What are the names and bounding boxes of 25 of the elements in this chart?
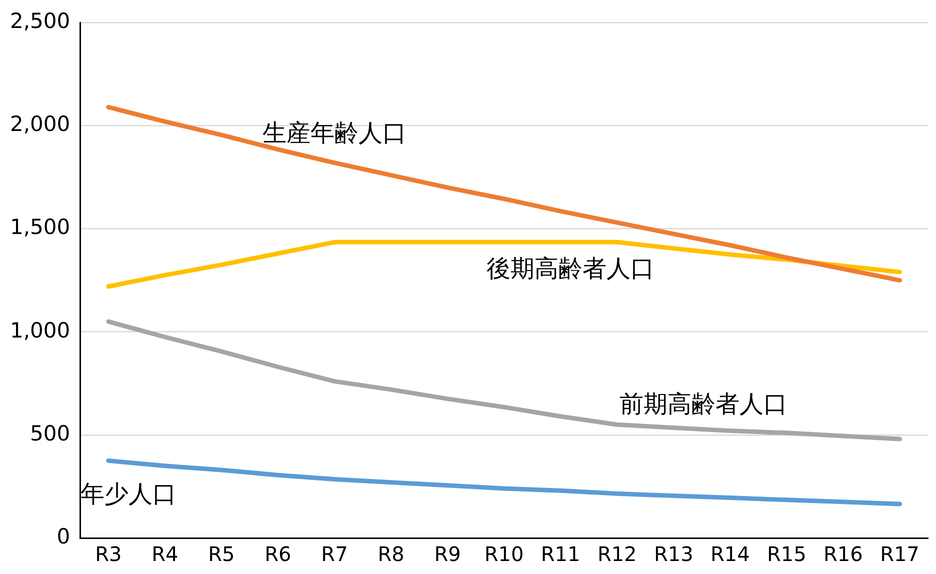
x-tick-label: R11	[540, 542, 580, 566]
series-label: 後期高齢者人口	[486, 254, 655, 282]
x-tick-label: R17	[880, 542, 920, 566]
x-tick-label: R10	[484, 542, 524, 566]
x-tick-label: R6	[264, 542, 292, 566]
y-tick-label: 1,000	[10, 318, 70, 342]
x-tick-label: R7	[321, 542, 348, 566]
series-label: 前期高齢者人口	[620, 390, 788, 418]
x-tick-label: R9	[434, 542, 461, 566]
x-tick-label: R12	[597, 542, 637, 566]
series-label: 年少人口	[80, 480, 176, 508]
y-tick-label: 2,500	[10, 9, 70, 34]
x-tick-label: R8	[378, 542, 404, 566]
x-tick-label: R5	[208, 542, 235, 566]
x-tick-label: R3	[95, 542, 122, 566]
x-tick-label: R16	[824, 542, 863, 566]
y-tick-label: 2,000	[10, 112, 70, 136]
y-tick-label: 0	[56, 524, 70, 548]
y-tick-label: 1,500	[10, 215, 70, 240]
x-tick-label: R13	[654, 542, 694, 566]
x-tick-label: R14	[710, 542, 750, 566]
x-tick-label: R4	[152, 542, 178, 566]
x-tick-label: R15	[767, 542, 806, 566]
series-label: 生産年齢人口	[262, 119, 406, 148]
y-tick-label: 500	[30, 421, 70, 446]
